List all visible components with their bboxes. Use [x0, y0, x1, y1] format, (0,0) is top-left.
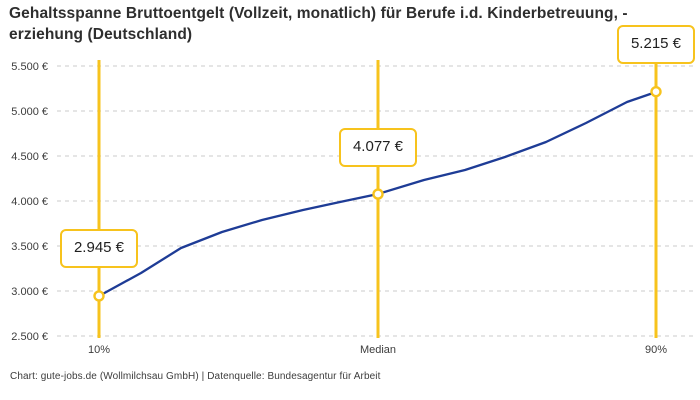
- y-axis-labels: 2.500 € 3.000 € 3.500 € 4.000 € 4.500 € 5.000…: [11, 61, 48, 343]
- y-tick-label: 4.500 €: [11, 151, 48, 163]
- data-point-marker: [650, 85, 662, 98]
- data-point-marker: [372, 188, 384, 200]
- data-point-markers: [93, 85, 662, 302]
- y-tick-label: 5.000 €: [11, 106, 48, 118]
- x-axis-labels: 10% Median 90%: [88, 344, 667, 356]
- value-label-box: 4.077 €: [339, 127, 417, 167]
- x-tick-label: 90%: [645, 344, 667, 356]
- gridlines: [57, 65, 696, 337]
- data-point-marker: [93, 290, 105, 302]
- y-tick-label: 2.500 €: [11, 331, 48, 343]
- x-tick-label: Median: [360, 344, 396, 356]
- y-tick-label: 4.000 €: [11, 196, 48, 208]
- value-label-box: 5.215 €: [617, 25, 695, 65]
- y-tick-label: 5.500 €: [11, 61, 48, 73]
- value-label-box: 2.945 €: [60, 229, 138, 269]
- y-tick-label: 3.500 €: [11, 241, 48, 253]
- chart-footer-source: Chart: gute-jobs.de (Wollmilchsau GmbH) …: [10, 371, 381, 382]
- chart-title: Gehaltsspanne Bruttoentgelt (Vollzeit, m…: [9, 5, 628, 43]
- y-tick-label: 3.000 €: [11, 286, 48, 298]
- x-tick-label: 10%: [88, 344, 110, 356]
